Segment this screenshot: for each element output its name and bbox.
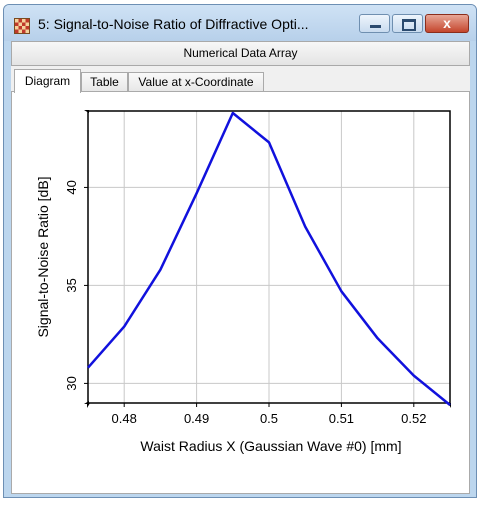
x-axis-label: Waist Radius X (Gaussian Wave #0) [mm]: [140, 438, 401, 454]
x-tick-label: 0.51: [329, 411, 354, 426]
tab-strip: Diagram Table Value at x-Coordinate: [11, 66, 470, 93]
window-title: 5: Signal-to-Noise Ratio of Diffractive …: [38, 16, 309, 32]
line-chart[interactable]: 0.48 0.49 0.5 0.51 0.52 30 35 40 Waist Radius X …: [12, 92, 469, 493]
tab-diagram[interactable]: Diagram: [14, 69, 81, 93]
maximize-icon: [402, 19, 416, 31]
tab-value-at-x-coordinate[interactable]: Value at x-Coordinate: [128, 72, 264, 92]
diagram-panel: 0.48 0.49 0.5 0.51 0.52 30 35 40 Waist Radius X …: [11, 91, 470, 494]
series-line: [87, 111, 451, 406]
y-tick-label: 30: [64, 376, 79, 390]
maximize-button[interactable]: [392, 14, 423, 33]
x-axis-start-marker: [87, 403, 90, 408]
x-tick-label: 0.52: [401, 411, 426, 426]
close-icon: x: [443, 15, 451, 31]
y-axis-label: Signal-to-Noise Ratio [dB]: [35, 176, 51, 337]
x-tick-label: 0.5: [260, 411, 278, 426]
app-icon: [14, 18, 30, 34]
minimize-button[interactable]: [359, 14, 390, 33]
x-tick-label: 0.48: [112, 411, 137, 426]
data-array-header: Numerical Data Array: [11, 41, 470, 66]
minimize-icon: [370, 25, 381, 28]
tab-table[interactable]: Table: [81, 72, 128, 92]
y-axis-end-marker: [84, 110, 89, 113]
y-tick-label: 35: [64, 278, 79, 292]
y-tick-label: 40: [64, 180, 79, 194]
close-button[interactable]: x: [425, 14, 469, 33]
title-bar[interactable]: 5: Signal-to-Noise Ratio of Diffractive …: [4, 5, 476, 41]
x-tick-label: 0.49: [184, 411, 209, 426]
app-window: 5: Signal-to-Noise Ratio of Diffractive …: [3, 4, 477, 498]
